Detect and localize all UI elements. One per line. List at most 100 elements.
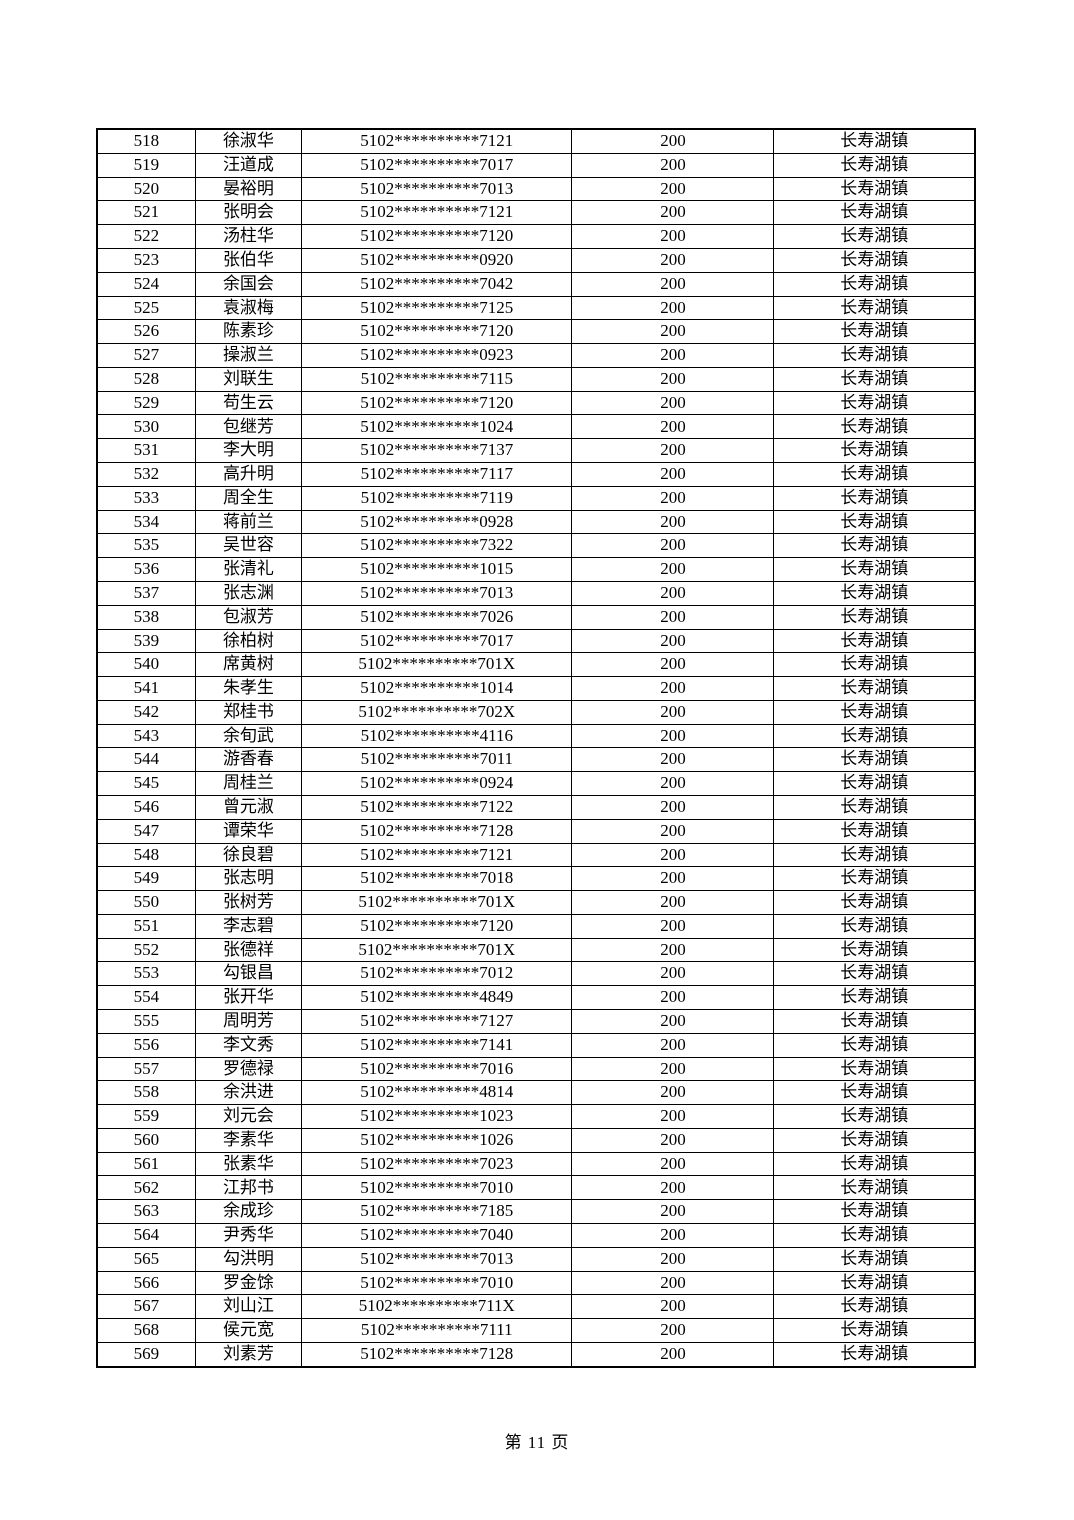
cell-amount: 200 (571, 1175, 775, 1201)
cell-name: 尹秀华 (194, 1223, 303, 1248)
table-row: 552 张德祥 5102**********701X 200 长寿湖镇 (96, 937, 976, 963)
cell-id: 5102**********7023 (301, 1151, 573, 1177)
cell-no: 520 (96, 176, 196, 202)
cell-no: 561 (96, 1151, 196, 1177)
cell-no: 541 (96, 676, 196, 701)
cell-name: 高升明 (194, 462, 303, 487)
cell-no: 569 (96, 1341, 196, 1368)
cell-name: 张伯华 (194, 248, 303, 273)
cell-name: 吴世容 (194, 533, 303, 559)
cell-id: 5102**********7127 (301, 1009, 573, 1034)
cell-name: 刘元会 (194, 1104, 303, 1129)
cell-town: 长寿湖镇 (773, 842, 976, 868)
cell-amount: 200 (571, 414, 775, 440)
cell-town: 长寿湖镇 (773, 1104, 976, 1129)
cell-name: 张明会 (194, 200, 303, 226)
cell-amount: 200 (571, 676, 775, 701)
table-row: 549 张志明 5102**********7018 200 长寿湖镇 (96, 866, 976, 892)
cell-town: 长寿湖镇 (773, 1032, 976, 1058)
cell-town: 长寿湖镇 (773, 343, 976, 368)
table-row: 524 余国会 5102**********7042 200 长寿湖镇 (96, 271, 976, 297)
cell-town: 长寿湖镇 (773, 866, 976, 892)
cell-name: 包淑芳 (194, 604, 303, 630)
cell-town: 长寿湖镇 (773, 1175, 976, 1201)
cell-town: 长寿湖镇 (773, 438, 976, 464)
cell-id: 5102**********7125 (301, 295, 573, 321)
cell-town: 长寿湖镇 (773, 1080, 976, 1106)
cell-name: 徐良碧 (194, 842, 303, 868)
cell-no: 555 (96, 1009, 196, 1034)
page-number-footer: 第 11 页 (504, 1433, 570, 1452)
cell-name: 余国会 (194, 271, 303, 297)
cell-town: 长寿湖镇 (773, 533, 976, 559)
cell-id: 5102**********1024 (301, 414, 573, 440)
table-row: 557 罗德禄 5102**********7016 200 长寿湖镇 (96, 1056, 976, 1082)
cell-name: 包继芳 (194, 414, 303, 440)
table-row: 531 李大明 5102**********7137 200 长寿湖镇 (96, 438, 976, 464)
cell-town: 长寿湖镇 (773, 1199, 976, 1225)
table-row: 519 汪道成 5102**********7017 200 长寿湖镇 (96, 152, 976, 178)
cell-town: 长寿湖镇 (773, 509, 976, 535)
cell-no: 550 (96, 890, 196, 915)
cell-name: 周全生 (194, 485, 303, 511)
cell-no: 568 (96, 1318, 196, 1343)
cell-town: 长寿湖镇 (773, 485, 976, 511)
cell-no: 526 (96, 319, 196, 345)
cell-id: 5102**********7185 (301, 1199, 573, 1225)
cell-id: 5102**********1026 (301, 1127, 573, 1153)
cell-id: 5102**********701X (301, 652, 573, 678)
cell-amount: 200 (571, 295, 775, 321)
cell-town: 长寿湖镇 (773, 462, 976, 487)
table-row: 532 高升明 5102**********7117 200 长寿湖镇 (96, 462, 976, 487)
table-row: 550 张树芳 5102**********701X 200 长寿湖镇 (96, 890, 976, 915)
cell-amount: 200 (571, 580, 775, 606)
cell-amount: 200 (571, 1199, 775, 1225)
cell-id: 5102**********0923 (301, 343, 573, 368)
table-row: 543 余旬武 5102**********4116 200 长寿湖镇 (96, 723, 976, 749)
table-row: 568 侯元宽 5102**********7111 200 长寿湖镇 (96, 1318, 976, 1343)
table-row: 530 包继芳 5102**********1024 200 长寿湖镇 (96, 414, 976, 440)
table-row: 548 徐良碧 5102**********7121 200 长寿湖镇 (96, 842, 976, 868)
table-row: 559 刘元会 5102**********1023 200 长寿湖镇 (96, 1104, 976, 1129)
cell-name: 张志明 (194, 866, 303, 892)
cell-no: 537 (96, 580, 196, 606)
cell-id: 5102**********701X (301, 890, 573, 915)
cell-town: 长寿湖镇 (773, 818, 976, 844)
cell-amount: 200 (571, 890, 775, 915)
cell-name: 朱孝生 (194, 676, 303, 701)
table-row: 542 郑桂书 5102**********702X 200 长寿湖镇 (96, 699, 976, 725)
cell-id: 5102**********7115 (301, 366, 573, 392)
cell-id: 5102**********7121 (301, 200, 573, 226)
cell-no: 549 (96, 866, 196, 892)
table-row: 527 操淑兰 5102**********0923 200 长寿湖镇 (96, 343, 976, 368)
table-row: 564 尹秀华 5102**********7040 200 长寿湖镇 (96, 1223, 976, 1248)
cell-id: 5102**********7016 (301, 1056, 573, 1082)
cell-amount: 200 (571, 557, 775, 582)
cell-id: 5102**********1015 (301, 557, 573, 582)
cell-amount: 200 (571, 533, 775, 559)
cell-no: 533 (96, 485, 196, 511)
cell-amount: 200 (571, 485, 775, 511)
cell-town: 长寿湖镇 (773, 319, 976, 345)
cell-name: 曾元淑 (194, 794, 303, 820)
cell-id: 5102**********702X (301, 699, 573, 725)
table-row: 556 李文秀 5102**********7141 200 长寿湖镇 (96, 1032, 976, 1058)
cell-amount: 200 (571, 1341, 775, 1368)
cell-id: 5102**********7010 (301, 1270, 573, 1296)
cell-name: 操淑兰 (194, 343, 303, 368)
cell-amount: 200 (571, 1151, 775, 1177)
cell-id: 5102**********7322 (301, 533, 573, 559)
cell-name: 罗金馀 (194, 1270, 303, 1296)
table-row: 539 徐柏树 5102**********7017 200 长寿湖镇 (96, 628, 976, 654)
cell-no: 538 (96, 604, 196, 630)
cell-town: 长寿湖镇 (773, 390, 976, 416)
cell-town: 长寿湖镇 (773, 913, 976, 939)
cell-id: 5102**********7040 (301, 1223, 573, 1248)
cell-name: 刘素芳 (194, 1341, 303, 1368)
cell-id: 5102**********7013 (301, 1246, 573, 1272)
cell-name: 苟生云 (194, 390, 303, 416)
cell-town: 长寿湖镇 (773, 937, 976, 963)
cell-amount: 200 (571, 1127, 775, 1153)
cell-name: 李志碧 (194, 913, 303, 939)
cell-town: 长寿湖镇 (773, 128, 976, 154)
